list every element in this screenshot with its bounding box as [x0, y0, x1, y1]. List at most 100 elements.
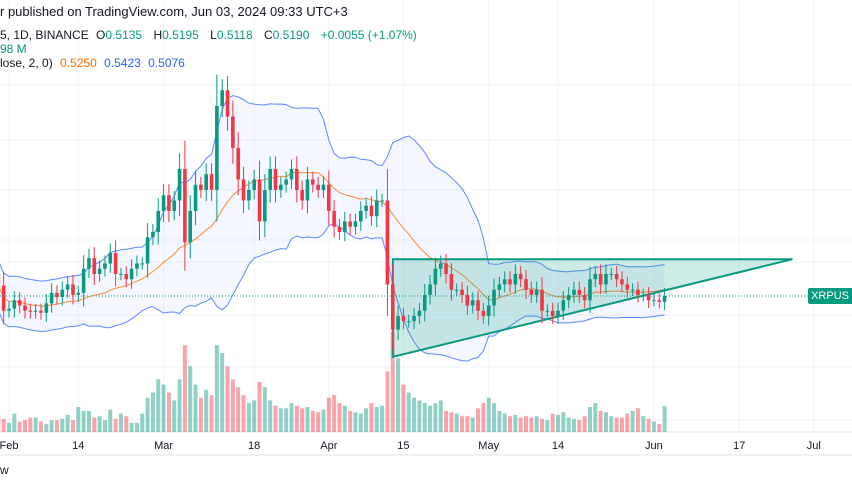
volume-bar	[582, 416, 587, 432]
volume-bar	[33, 417, 38, 432]
volume-bar	[396, 358, 401, 432]
volume-bar	[70, 420, 75, 432]
candle-body	[167, 195, 171, 211]
volume-bar	[316, 412, 321, 432]
volume-bar	[241, 395, 246, 432]
candle-body	[433, 268, 438, 285]
candle-body	[33, 310, 38, 312]
volume-bar	[342, 405, 347, 432]
candle-body	[311, 179, 315, 185]
candle-body	[151, 231, 155, 238]
volume-bar	[571, 418, 576, 432]
candle-body	[406, 321, 411, 323]
candle-body	[1, 285, 6, 311]
candle-body	[465, 294, 470, 306]
volume-bar	[444, 410, 449, 432]
candle-body	[177, 168, 182, 201]
volume-bar	[651, 421, 656, 432]
triangle-pattern	[391, 258, 793, 359]
candle-body	[332, 210, 336, 227]
candle-body	[342, 221, 347, 232]
volume-bar	[28, 417, 33, 432]
volume-bar	[529, 417, 534, 432]
bb-basis-line	[0, 171, 665, 307]
candle-body	[508, 279, 512, 285]
volume-bar	[433, 403, 438, 432]
candle-body	[604, 273, 608, 285]
candle-body	[449, 273, 454, 290]
candle-body	[358, 210, 363, 222]
candle-body	[577, 289, 582, 295]
price-label: XRPUS	[808, 288, 852, 304]
candle-body	[71, 284, 75, 295]
candle-body	[492, 289, 496, 306]
volume-bar	[129, 422, 134, 432]
candle-body	[364, 205, 368, 211]
volume-bar	[326, 397, 331, 432]
high-value: H0.5195	[153, 28, 202, 42]
candle-body	[412, 315, 416, 322]
candle-body	[183, 168, 187, 243]
candle-body	[65, 284, 70, 290]
volume-bar	[587, 407, 592, 432]
volume-bar	[177, 379, 182, 432]
candle-body	[316, 184, 320, 190]
candle-body	[97, 268, 102, 274]
candle-body	[524, 279, 528, 290]
candle-body	[598, 273, 603, 285]
candle-body	[614, 273, 619, 280]
candle-body	[161, 195, 166, 211]
candle-body	[630, 289, 635, 291]
volume-bar	[230, 379, 235, 432]
volume-bar	[545, 420, 550, 432]
volume-bar	[97, 416, 102, 432]
candle-body	[556, 310, 560, 316]
volume-bar	[284, 408, 289, 432]
candle-body	[540, 289, 544, 311]
volume-bar	[140, 413, 145, 432]
candle-body	[353, 221, 358, 227]
candle-body	[12, 300, 17, 309]
high-label: H	[153, 28, 163, 42]
volume-bar	[401, 384, 406, 432]
candle-body	[593, 273, 598, 280]
volume-bar	[86, 410, 91, 432]
candle-body	[534, 289, 539, 295]
volume-bar	[619, 417, 624, 432]
candle-body	[60, 289, 65, 298]
high-number: 0.5195	[162, 28, 199, 42]
volume-bar	[145, 397, 150, 432]
candle-body	[348, 221, 352, 227]
candle-body	[268, 168, 272, 190]
candle-body	[247, 189, 251, 201]
candle-body	[470, 300, 475, 306]
volume-bar	[412, 397, 417, 432]
candle-body	[55, 292, 59, 298]
candle-body	[252, 179, 256, 190]
volume-bar	[7, 422, 11, 432]
candle-body	[172, 200, 177, 211]
x-tick-label: Jun	[645, 440, 663, 452]
volume-bar	[662, 406, 667, 432]
candle-body	[49, 292, 54, 304]
candle-body	[103, 263, 107, 269]
volume-bar	[614, 417, 619, 432]
volume-bar	[22, 420, 27, 432]
candle-body	[263, 189, 267, 222]
volume-bar	[209, 395, 214, 432]
symbol-info: 5, 1D, BINANCE	[0, 28, 89, 42]
candle-body	[199, 184, 203, 190]
volume-bar	[470, 417, 475, 432]
volume-bar	[513, 414, 518, 432]
volume-bar	[246, 403, 251, 432]
volume-bar	[220, 353, 225, 432]
volume-bar	[38, 421, 43, 432]
volume-bar	[486, 397, 491, 432]
volume-bar	[524, 416, 529, 432]
candle-body	[385, 200, 390, 285]
volume-bar	[310, 410, 315, 432]
candle-body	[44, 303, 49, 313]
volume-bar	[561, 412, 566, 432]
volume-bar	[337, 403, 342, 432]
